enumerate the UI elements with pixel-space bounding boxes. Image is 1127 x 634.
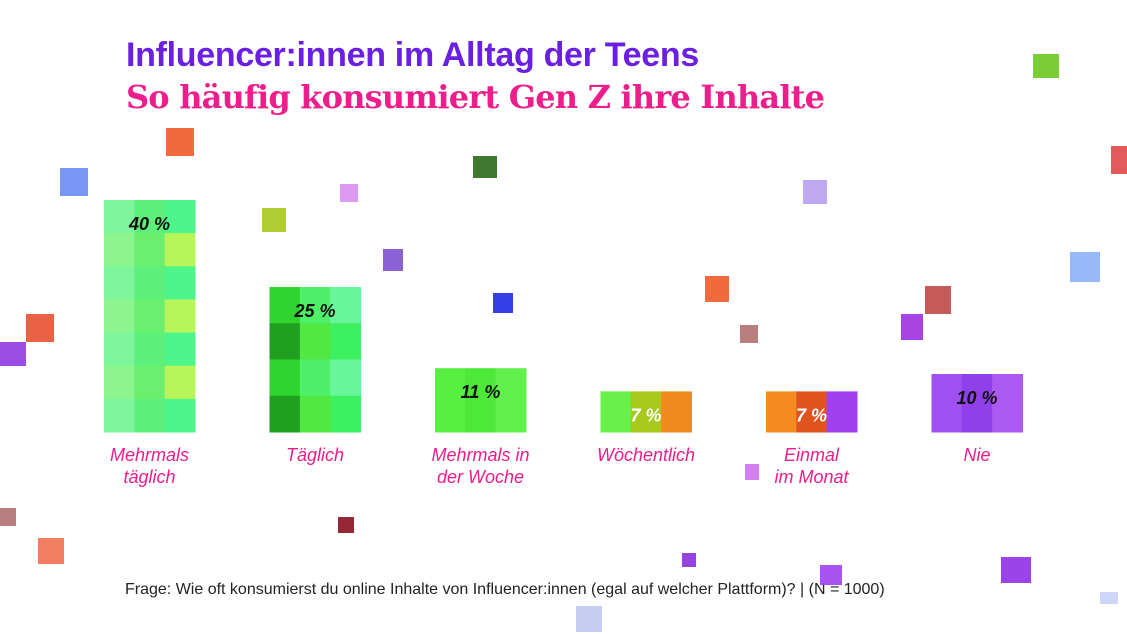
decorative-pixel <box>1100 592 1118 604</box>
decorative-pixel <box>338 517 354 533</box>
bar-cell <box>465 368 497 401</box>
decorative-pixel <box>262 208 286 232</box>
bar-2 <box>269 287 361 433</box>
decorative-pixel <box>705 276 729 302</box>
decorative-pixel <box>38 538 64 564</box>
bar-cell <box>766 391 797 433</box>
category-label: Mehrmals in der Woche <box>431 445 529 487</box>
footnote: Frage: Wie oft konsumierst du online Inh… <box>125 581 885 598</box>
bar-cell <box>465 400 497 433</box>
bar-value-label: 11 % <box>461 382 501 402</box>
bar-cell <box>269 359 301 397</box>
bar-cell <box>630 391 662 433</box>
decorative-pixel <box>383 249 403 271</box>
bar-cell <box>931 374 963 404</box>
decorative-pixel <box>1001 557 1031 583</box>
bar-value-label: 40 % <box>128 214 170 234</box>
bar-cell <box>134 365 166 400</box>
decorative-pixel <box>1111 146 1127 174</box>
decorative-pixel <box>745 464 759 480</box>
bar-cell <box>104 398 135 433</box>
bar-cell <box>104 266 135 300</box>
decorative-pixel <box>166 128 194 156</box>
bar-value-label: 7 % <box>796 405 827 425</box>
bar-cell <box>164 398 196 433</box>
decorative-pixel <box>493 293 513 313</box>
bar-cell <box>330 287 361 324</box>
bar-cell <box>796 391 828 433</box>
bar-cell <box>134 200 166 234</box>
bar-cell <box>104 332 135 367</box>
decorative-pixel <box>682 553 696 567</box>
bar-cell <box>134 299 166 334</box>
bar-5 <box>766 391 858 433</box>
bar-6 <box>931 374 1023 433</box>
bar-cell <box>992 374 1023 404</box>
decorative-pixel <box>0 342 26 366</box>
decorative-pixel <box>340 184 358 202</box>
bar-cell <box>330 323 361 360</box>
bar-cell <box>164 233 196 267</box>
bar-4 <box>600 391 692 433</box>
bar-value-label: 10 % <box>956 388 997 408</box>
chart-subtitle: So häufig konsumiert Gen Z ihre Inhalte <box>126 78 825 116</box>
bar-cell <box>164 365 196 400</box>
bar-cell <box>299 395 331 433</box>
bar-cell <box>164 332 196 367</box>
bar-cell <box>931 403 963 433</box>
bar-cell <box>495 400 527 433</box>
bar-cell <box>164 200 196 234</box>
decorative-pixel <box>901 314 923 340</box>
decorative-pixel <box>576 606 602 632</box>
bar-cell <box>600 391 632 433</box>
bar-cell <box>134 266 166 300</box>
category-label: Mehrmals täglich <box>110 445 189 487</box>
bar-cell <box>134 332 166 367</box>
category-label: Wöchentlich <box>597 445 695 465</box>
bar-cell <box>661 391 692 433</box>
decorative-pixel <box>26 314 54 342</box>
chart-title: Influencer:innen im Alltag der Teens <box>126 36 699 74</box>
bar-3 <box>435 368 527 433</box>
bar-cell <box>164 266 196 300</box>
bar-cell <box>826 391 858 433</box>
decorative-pixel <box>0 508 16 526</box>
category-label: Einmal im Monat <box>774 445 849 487</box>
category-label: Täglich <box>286 445 344 465</box>
bar-cell <box>330 359 361 397</box>
bar-cell <box>299 359 331 397</box>
bar-cell <box>961 374 993 404</box>
decorative-pixel <box>60 168 88 196</box>
bar-cell <box>299 323 331 360</box>
bar-cell <box>992 403 1023 433</box>
bar-cell <box>269 287 301 324</box>
decorative-pixel <box>820 565 842 585</box>
bar-cell <box>104 200 135 234</box>
decorative-pixel <box>473 156 497 178</box>
bar-cell <box>495 368 527 401</box>
bar-cell <box>104 299 135 334</box>
bar-cell <box>435 368 466 401</box>
bar-1 <box>104 200 196 433</box>
bar-cell <box>269 323 301 360</box>
bar-cell <box>104 233 135 267</box>
decorative-pixel <box>925 286 951 314</box>
category-label: Nie <box>963 445 990 465</box>
bar-cell <box>134 233 166 267</box>
bar-cell <box>435 400 466 433</box>
bar-cell <box>269 395 301 433</box>
bar-cell <box>961 403 993 433</box>
decorative-pixel <box>1033 54 1059 78</box>
bar-cell <box>330 395 361 433</box>
decorative-pixel <box>803 180 827 204</box>
bar-cell <box>299 287 331 324</box>
bar-value-label: 7 % <box>630 405 661 425</box>
bar-cell <box>134 398 166 433</box>
bar-cell <box>164 299 196 334</box>
bar-value-label: 25 % <box>293 301 335 321</box>
decorative-pixel <box>740 325 758 343</box>
decorative-pixel <box>1070 252 1100 282</box>
bar-cell <box>104 365 135 400</box>
